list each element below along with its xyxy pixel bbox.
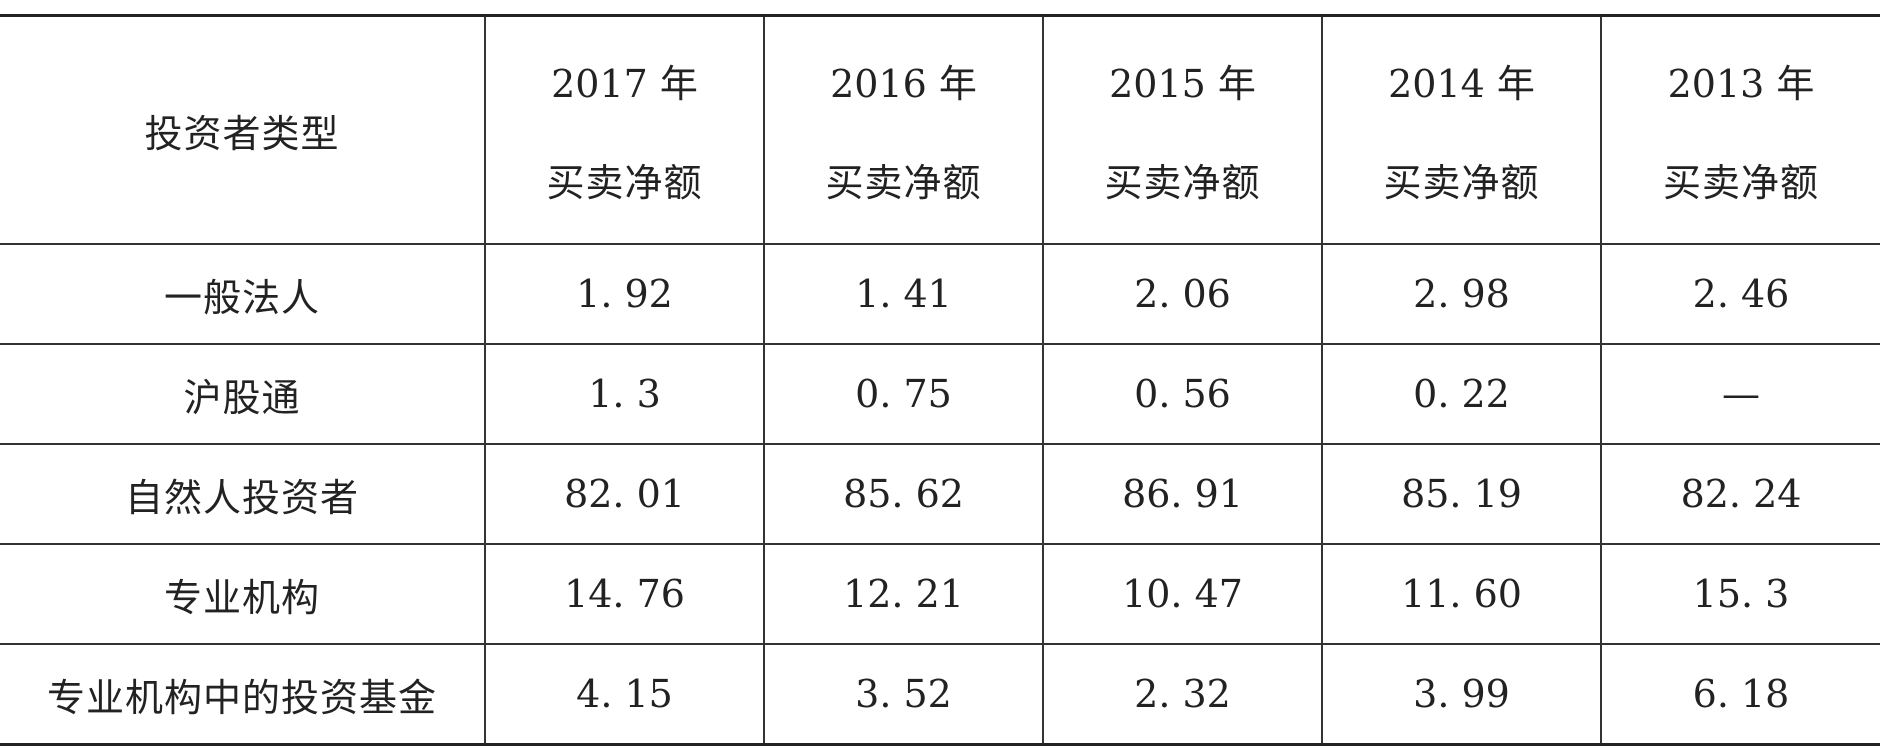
net-trading-header: 买卖净额 xyxy=(1321,129,1602,245)
value-cell: 1. 92 xyxy=(484,244,765,345)
investor-type-cell: 沪股通 xyxy=(0,344,486,445)
value-cell: 1. 41 xyxy=(763,244,1044,345)
year-header-2016: 2016 年 xyxy=(763,14,1044,129)
value-cell: 82. 24 xyxy=(1600,444,1880,545)
investor-type-cell: 一般法人 xyxy=(0,244,486,345)
value-cell: 2. 46 xyxy=(1600,244,1880,345)
table-row: 自然人投资者 82. 01 85. 62 86. 91 85. 19 82. 2… xyxy=(0,444,1880,545)
value-cell: 11. 60 xyxy=(1321,544,1602,645)
net-trading-header: 买卖净额 xyxy=(763,129,1044,245)
value-cell: 0. 22 xyxy=(1321,344,1602,445)
value-cell: 15. 3 xyxy=(1600,544,1880,645)
value-cell: 2. 98 xyxy=(1321,244,1602,345)
value-cell: 0. 56 xyxy=(1042,344,1323,445)
year-header-2017: 2017 年 xyxy=(484,14,765,129)
year-header-2013: 2013 年 xyxy=(1600,14,1880,129)
investor-net-trading-table: 投资者类型 2017 年 2016 年 2015 年 2014 年 2013 年… xyxy=(0,14,1880,746)
year-header-2014: 2014 年 xyxy=(1321,14,1602,129)
value-cell: 0. 75 xyxy=(763,344,1044,445)
header-row-years: 投资者类型 2017 年 2016 年 2015 年 2014 年 2013 年 xyxy=(0,14,1880,245)
value-cell: — xyxy=(1600,344,1880,445)
table-row: 一般法人 1. 92 1. 41 2. 06 2. 98 2. 46 xyxy=(0,244,1880,345)
net-trading-header: 买卖净额 xyxy=(485,129,765,245)
value-cell: 82. 01 xyxy=(484,444,765,545)
investor-type-header: 投资者类型 xyxy=(0,14,486,245)
net-trading-header: 买卖净额 xyxy=(1600,129,1880,245)
value-cell: 3. 99 xyxy=(1321,644,1602,746)
value-cell: 14. 76 xyxy=(484,544,765,645)
value-cell: 3. 52 xyxy=(763,644,1044,746)
investor-type-cell: 自然人投资者 xyxy=(0,444,486,545)
value-cell: 85. 19 xyxy=(1321,444,1602,545)
table-row: 专业机构中的投资基金 4. 15 3. 52 2. 32 3. 99 6. 18 xyxy=(0,644,1880,746)
investor-table-container: 投资者类型 2017 年 2016 年 2015 年 2014 年 2013 年… xyxy=(0,14,1880,746)
value-cell: 4. 15 xyxy=(484,644,765,746)
value-cell: 10. 47 xyxy=(1042,544,1323,645)
value-cell: 2. 06 xyxy=(1042,244,1323,345)
investor-type-cell: 专业机构 xyxy=(0,544,486,645)
year-header-2015: 2015 年 xyxy=(1042,14,1323,129)
value-cell: 2. 32 xyxy=(1042,644,1323,746)
value-cell: 1. 3 xyxy=(484,344,765,445)
net-trading-header: 买卖净额 xyxy=(1042,129,1323,245)
investor-type-cell: 专业机构中的投资基金 xyxy=(0,644,486,746)
header-row-subheaders: 买卖净额 买卖净额 买卖净额 买卖净额 买卖净额 xyxy=(0,129,1880,245)
value-cell: 85. 62 xyxy=(763,444,1044,545)
table-row: 沪股通 1. 3 0. 75 0. 56 0. 22 — xyxy=(0,344,1880,445)
value-cell: 6. 18 xyxy=(1600,644,1880,746)
value-cell: 86. 91 xyxy=(1042,444,1323,545)
value-cell: 12. 21 xyxy=(763,544,1044,645)
table-row: 专业机构 14. 76 12. 21 10. 47 11. 60 15. 3 xyxy=(0,544,1880,645)
